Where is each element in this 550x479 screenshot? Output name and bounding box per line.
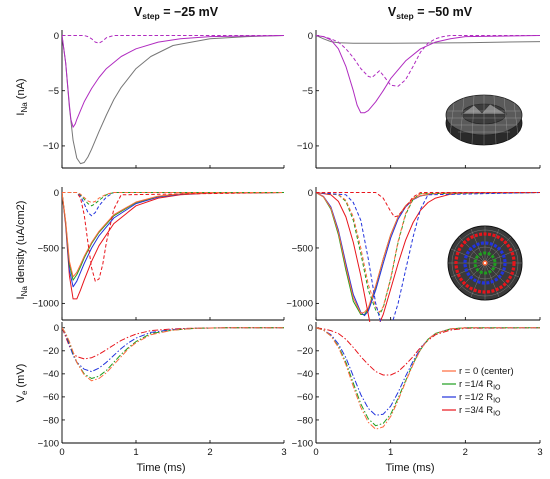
series-line-half-solid <box>62 192 284 288</box>
series-line-magenta-dashed <box>316 35 540 87</box>
series-line-magenta-dashed <box>62 35 284 44</box>
series-line-center-solid <box>316 192 540 314</box>
panels: −10−50−10−50−1000−5000−1000−5000−100−80−… <box>32 30 543 458</box>
legend-label-half: r =1/2 RIO <box>459 392 501 405</box>
series-line-quarter-dashdot <box>62 327 284 379</box>
x-tick-label: 3 <box>281 447 286 458</box>
series-line-total-solid <box>62 35 284 165</box>
series-line-center-solid <box>62 192 284 278</box>
x-tick-label: 1 <box>133 447 138 458</box>
col-title-right: Vstep = −50 mV <box>388 5 473 21</box>
y-tick-label: 0 <box>54 188 59 199</box>
y-tick-label: −5 <box>48 86 59 97</box>
y-tick-label: −40 <box>297 369 313 380</box>
y-tick-label: −40 <box>43 369 59 380</box>
series-line-three_quarter-dashdot <box>62 327 284 360</box>
ylabel-ve: Ve (mV) <box>15 364 29 403</box>
y-tick-label: 0 <box>308 323 313 334</box>
y-tick-label: −5 <box>302 86 313 97</box>
y-tick-label: −10 <box>297 141 313 152</box>
x-tick-label: 0 <box>59 447 64 458</box>
y-tick-label: −500 <box>38 243 59 254</box>
series-line-center-dashdot <box>62 327 284 382</box>
xlabel-right: Time (ms) <box>385 462 434 474</box>
y-tick-label: −80 <box>297 415 313 426</box>
x-tick-label: 2 <box>463 447 468 458</box>
y-tick-label: −20 <box>297 346 313 357</box>
y-tick-label: −1000 <box>286 299 313 310</box>
series-line-magenta-solid <box>62 35 284 128</box>
y-tick-label: 0 <box>54 323 59 334</box>
y-tick-label: −100 <box>38 438 59 449</box>
y-tick-label: 0 <box>308 31 313 42</box>
y-tick-label: −60 <box>297 392 313 403</box>
x-tick-label: 1 <box>388 447 393 458</box>
y-tick-label: 0 <box>308 188 313 199</box>
legend: r = 0 (center) r =1/4 RIO r =1/2 RIO r =… <box>442 366 514 418</box>
series-line-three_quarter-solid <box>316 192 540 322</box>
series-line-magenta-solid <box>316 35 540 114</box>
x-tick-label: 0 <box>313 447 318 458</box>
y-tick-label: 0 <box>54 31 59 42</box>
legend-label-three-quarter: r =3/4 RIO <box>459 405 501 418</box>
y-tick-label: −500 <box>292 243 313 254</box>
chart-panel-ina_m50: −10 −5 0 <box>297 30 541 169</box>
series-line-three_quarter-dashed <box>316 192 540 218</box>
x-tick-label: 2 <box>207 447 212 458</box>
cell-mesh-top-view-icon <box>447 225 523 301</box>
chart-panel-dens_m50: −1000 −500 0 <box>286 187 541 322</box>
y-tick-label: −10 <box>43 141 59 152</box>
legend-label-quarter: r =1/4 RIO <box>459 379 501 392</box>
y-tick-label: −60 <box>43 392 59 403</box>
series-line-three_quarter-solid <box>62 192 284 300</box>
legend-label-center: r = 0 (center) <box>459 366 514 377</box>
series-line-quarter-dashed <box>316 192 540 315</box>
y-tick-label: −1000 <box>32 299 59 310</box>
ylabel-ina-density: INa density (uA/cm2) <box>15 201 29 300</box>
y-tick-label: −100 <box>292 438 313 449</box>
chart-panel-ve_m25: −100 −80 −60 −40 −20 0 0 1 2 3 <box>38 322 287 458</box>
series-line-half-dashdot <box>316 327 540 416</box>
series-line-three_quarter-dashdot <box>316 327 540 376</box>
ylabel-ina: INa (nA) <box>15 78 29 115</box>
series-line-half-dashed <box>316 192 540 322</box>
x-tick-label: 3 <box>537 447 542 458</box>
series-line-quarter-dashdot <box>316 327 540 427</box>
chart-panel-ve_m50: −100 −80 −60 −40 −20 0 0 1 2 3 <box>292 322 543 458</box>
y-tick-label: −20 <box>43 346 59 357</box>
y-tick-label: −80 <box>43 415 59 426</box>
series-line-center-dashed <box>316 192 540 313</box>
cell-mesh-3d-icon <box>445 94 523 146</box>
series-line-center-dashed <box>62 192 284 203</box>
series-line-three_quarter-dashed <box>62 192 284 282</box>
chart-panel-dens_m25: −1000 −500 0 <box>32 187 285 321</box>
chart-panel-ina_m25: −10 −5 0 <box>43 30 285 169</box>
col-title-left: Vstep = −25 mV <box>134 5 219 21</box>
series-line-half-dashdot <box>62 327 284 373</box>
series-line-half-dashed <box>62 192 284 217</box>
xlabel-left: Time (ms) <box>136 462 185 474</box>
series-line-total-solid <box>316 35 540 44</box>
